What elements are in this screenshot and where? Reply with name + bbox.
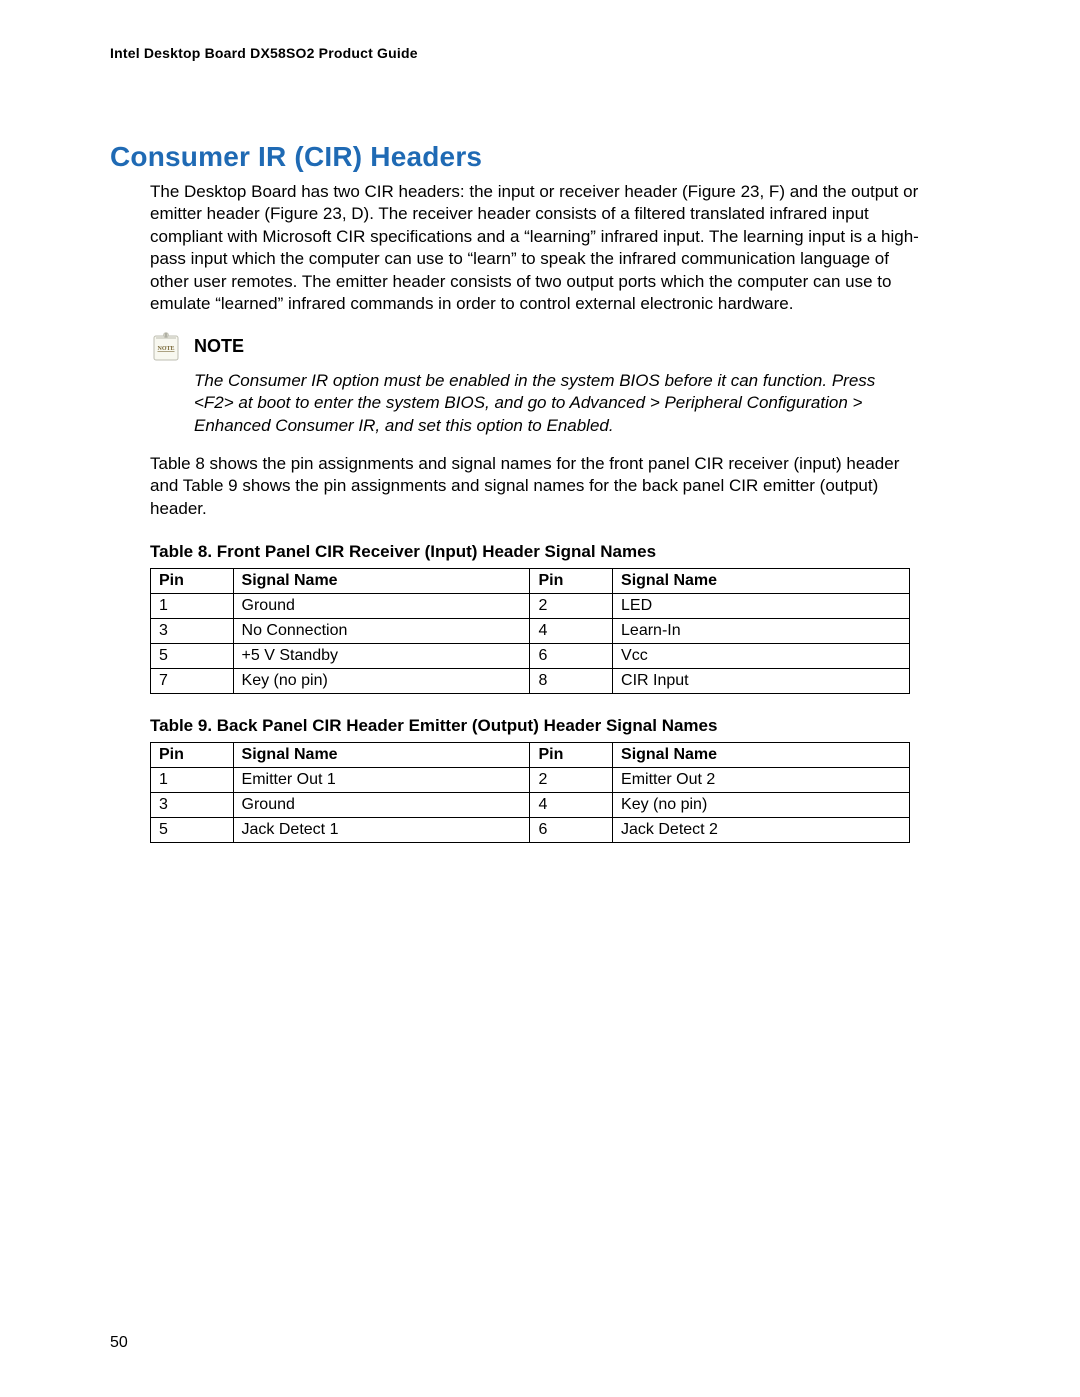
table-header-row: Pin Signal Name Pin Signal Name — [151, 743, 910, 768]
table-row: 5Jack Detect 16Jack Detect 2 — [151, 818, 910, 843]
cell-pin: 3 — [151, 793, 234, 818]
cell-signal-name: Ground — [233, 793, 530, 818]
cell-pin: 7 — [151, 669, 234, 694]
cell-pin: 1 — [151, 594, 234, 619]
paragraph-2: Table 8 shows the pin assignments and si… — [150, 453, 920, 520]
table9-body: 1Emitter Out 12Emitter Out 23Ground4Key … — [151, 768, 910, 843]
table8-body: 1Ground2LED3No Connection4Learn-In5+5 V … — [151, 594, 910, 694]
cell-signal-name: No Connection — [233, 619, 530, 644]
note-icon: NOTE — [150, 330, 184, 364]
th-name: Signal Name — [613, 569, 910, 594]
cell-signal-name: Key (no pin) — [613, 793, 910, 818]
table9: Pin Signal Name Pin Signal Name 1Emitter… — [150, 742, 910, 843]
note-block: NOTE NOTE The Consumer IR option must be… — [150, 330, 980, 437]
cell-signal-name: Key (no pin) — [233, 669, 530, 694]
cell-pin: 5 — [151, 818, 234, 843]
cell-signal-name: Jack Detect 1 — [233, 818, 530, 843]
cell-signal-name: Vcc — [613, 644, 910, 669]
table-row: 5+5 V Standby6Vcc — [151, 644, 910, 669]
cell-signal-name: Emitter Out 1 — [233, 768, 530, 793]
cell-pin: 6 — [530, 818, 613, 843]
note-text: The Consumer IR option must be enabled i… — [194, 370, 914, 437]
svg-text:NOTE: NOTE — [157, 346, 174, 352]
th-pin: Pin — [151, 569, 234, 594]
cell-signal-name: Emitter Out 2 — [613, 768, 910, 793]
cell-pin: 8 — [530, 669, 613, 694]
cell-signal-name: Jack Detect 2 — [613, 818, 910, 843]
cell-signal-name: +5 V Standby — [233, 644, 530, 669]
paragraph-1: The Desktop Board has two CIR headers: t… — [150, 181, 920, 316]
cell-pin: 2 — [530, 594, 613, 619]
table-row: 1Ground2LED — [151, 594, 910, 619]
cell-pin: 5 — [151, 644, 234, 669]
table8-caption: Table 8. Front Panel CIR Receiver (Input… — [150, 542, 980, 562]
cell-signal-name: CIR Input — [613, 669, 910, 694]
cell-pin: 2 — [530, 768, 613, 793]
cell-pin: 1 — [151, 768, 234, 793]
table-row: 1Emitter Out 12Emitter Out 2 — [151, 768, 910, 793]
th-pin: Pin — [530, 743, 613, 768]
cell-pin: 3 — [151, 619, 234, 644]
cell-pin: 6 — [530, 644, 613, 669]
cell-pin: 4 — [530, 619, 613, 644]
cell-pin: 4 — [530, 793, 613, 818]
running-header: Intel Desktop Board DX58SO2 Product Guid… — [110, 45, 980, 61]
cell-signal-name: Learn-In — [613, 619, 910, 644]
table9-caption: Table 9. Back Panel CIR Header Emitter (… — [150, 716, 980, 736]
th-name: Signal Name — [233, 569, 530, 594]
th-name: Signal Name — [613, 743, 910, 768]
th-name: Signal Name — [233, 743, 530, 768]
table-header-row: Pin Signal Name Pin Signal Name — [151, 569, 910, 594]
note-label: NOTE — [194, 336, 244, 357]
table-row: 7Key (no pin)8CIR Input — [151, 669, 910, 694]
cell-signal-name: Ground — [233, 594, 530, 619]
th-pin: Pin — [530, 569, 613, 594]
note-header-line: NOTE NOTE — [150, 330, 980, 364]
th-pin: Pin — [151, 743, 234, 768]
page: Intel Desktop Board DX58SO2 Product Guid… — [0, 0, 1080, 1397]
section-title: Consumer IR (CIR) Headers — [110, 141, 980, 173]
page-number: 50 — [110, 1334, 128, 1352]
cell-signal-name: LED — [613, 594, 910, 619]
table-row: 3No Connection4Learn-In — [151, 619, 910, 644]
table8: Pin Signal Name Pin Signal Name 1Ground2… — [150, 568, 910, 694]
table-row: 3Ground4Key (no pin) — [151, 793, 910, 818]
